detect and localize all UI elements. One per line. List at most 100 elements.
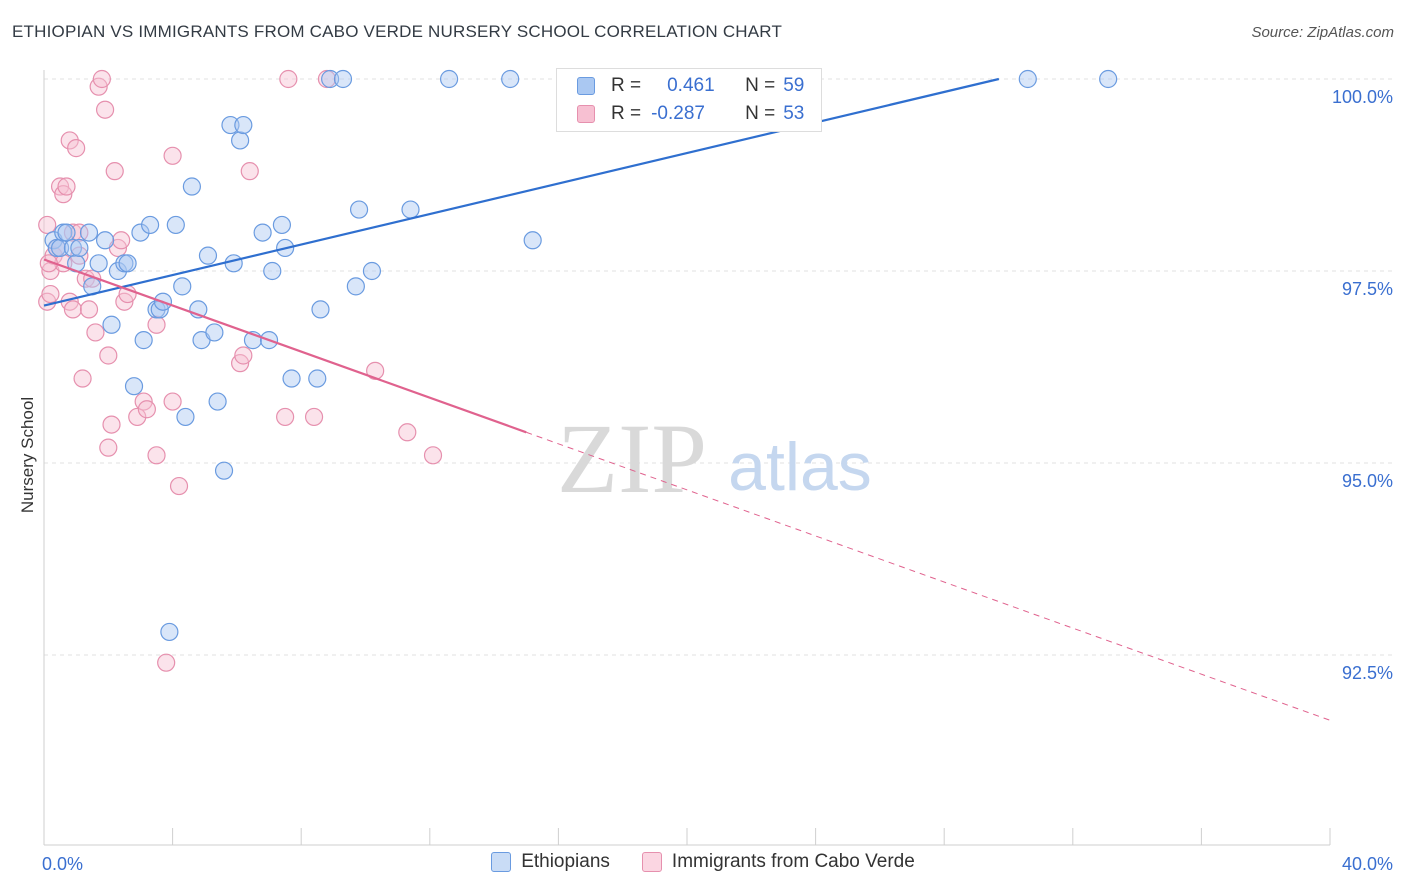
point-ethiopians — [501, 69, 520, 89]
tick-labels: 100.0% 97.5% 95.0% 92.5% 0.0% 40.0% — [42, 87, 1393, 874]
point-ethiopians — [282, 369, 301, 388]
n-value: 59 — [783, 75, 805, 96]
point-cabo-verde — [304, 407, 324, 427]
x-tick-label: 40.0% — [1342, 854, 1393, 874]
point-ethiopians — [57, 223, 76, 242]
n-label: N = — [745, 75, 776, 96]
series-ethiopians-points — [44, 69, 1118, 642]
point-ethiopians — [362, 261, 382, 281]
point-ethiopians — [118, 254, 137, 273]
legend-swatch-blue — [577, 77, 595, 95]
stats-legend: R = 0.461 N = 59 R = -0.287 N = 53 — [556, 68, 822, 132]
point-ethiopians — [166, 215, 185, 235]
point-ethiopians — [231, 131, 250, 150]
point-cabo-verde — [147, 315, 166, 334]
y-tick-label: 95.0% — [1342, 471, 1393, 491]
point-ethiopians — [234, 115, 253, 135]
point-cabo-verde — [423, 446, 443, 465]
y-tick-label: 92.5% — [1342, 663, 1393, 683]
point-cabo-verde — [41, 284, 60, 304]
r-label: R = — [611, 103, 642, 124]
watermark-zip: ZIP — [557, 403, 707, 514]
point-ethiopians — [214, 461, 234, 480]
point-cabo-verde — [92, 69, 111, 89]
point-ethiopians — [208, 392, 227, 411]
point-ethiopians — [523, 231, 542, 250]
point-ethiopians — [1018, 69, 1037, 89]
legend-swatch-blue — [491, 852, 512, 872]
point-cabo-verde — [67, 139, 86, 158]
point-cabo-verde — [38, 215, 57, 235]
point-cabo-verde — [169, 476, 189, 496]
point-ethiopians — [182, 177, 201, 196]
point-cabo-verde — [157, 653, 176, 672]
point-ethiopians — [131, 223, 150, 242]
point-cabo-verde — [234, 346, 253, 365]
point-ethiopians — [95, 231, 115, 250]
point-ethiopians — [321, 69, 340, 89]
point-ethiopians — [176, 407, 195, 427]
n-label: N = — [745, 103, 776, 124]
legend-swatch-pink — [641, 852, 662, 872]
point-ethiopians — [401, 200, 420, 219]
point-cabo-verde — [57, 177, 76, 196]
y-tick-label: 100.0% — [1332, 87, 1393, 107]
point-cabo-verde — [137, 400, 156, 419]
point-cabo-verde — [128, 407, 147, 427]
point-cabo-verde — [99, 346, 118, 365]
point-ethiopians — [253, 223, 272, 242]
point-cabo-verde — [79, 300, 99, 319]
point-cabo-verde — [99, 438, 118, 457]
point-ethiopians — [173, 277, 192, 296]
point-cabo-verde — [398, 423, 417, 442]
n-value: 53 — [783, 103, 805, 124]
point-ethiopians — [198, 246, 218, 265]
point-cabo-verde — [105, 162, 124, 181]
r-label: R = — [611, 75, 642, 96]
point-ethiopians — [439, 69, 459, 89]
x-tick-label: 0.0% — [42, 854, 83, 874]
point-cabo-verde — [102, 415, 121, 434]
point-cabo-verde — [86, 323, 105, 342]
point-ethiopians — [50, 238, 70, 258]
trend-line-ethiopians — [43, 77, 1000, 307]
point-ethiopians — [308, 369, 327, 388]
point-cabo-verde — [276, 407, 295, 427]
point-ethiopians — [272, 215, 292, 235]
axes — [43, 70, 1331, 846]
point-cabo-verde — [240, 162, 259, 181]
point-ethiopians — [79, 223, 99, 242]
legend-label: Ethiopians — [521, 851, 610, 872]
point-ethiopians — [102, 315, 121, 334]
legend-item-ethiopians[interactable]: Ethiopians — [491, 851, 610, 873]
point-cabo-verde — [70, 223, 89, 242]
point-ethiopians — [63, 238, 83, 258]
point-cabo-verde — [112, 231, 131, 250]
y-tick-label: 97.5% — [1342, 279, 1393, 299]
point-ethiopians — [311, 300, 330, 319]
point-cabo-verde — [73, 369, 92, 388]
point-cabo-verde — [95, 100, 115, 119]
legend-row-ethiopians: R = 0.461 N = 59 — [577, 71, 804, 101]
point-cabo-verde — [366, 361, 385, 380]
legend-swatch-pink — [577, 105, 595, 123]
point-ethiopians — [89, 254, 108, 273]
point-ethiopians — [160, 622, 179, 642]
legend-row-cabo-verde: R = -0.287 N = 53 — [577, 99, 804, 129]
point-ethiopians — [224, 254, 243, 273]
point-cabo-verde — [63, 223, 83, 242]
point-cabo-verde — [147, 446, 166, 465]
point-cabo-verde — [279, 69, 298, 89]
point-ethiopians — [1099, 69, 1118, 89]
point-ethiopians — [205, 323, 224, 342]
legend-item-cabo-verde[interactable]: Immigrants from Cabo Verde — [641, 851, 915, 873]
trend-line-cabo-verde — [43, 258, 527, 434]
point-ethiopians — [333, 69, 353, 89]
watermark: ZIP atlas — [557, 403, 872, 514]
point-ethiopians — [346, 277, 365, 296]
source-credit: Source: ZipAtlas.com — [1251, 24, 1394, 41]
point-ethiopians — [124, 377, 144, 396]
chart-title: ETHIOPIAN VS IMMIGRANTS FROM CABO VERDE … — [12, 22, 783, 41]
series-cabo-verde-points — [38, 69, 443, 672]
